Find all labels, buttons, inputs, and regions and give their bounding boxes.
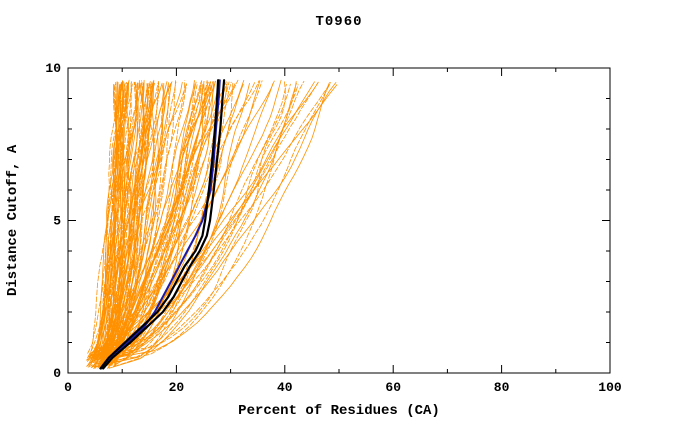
model-curve-orange (90, 81, 125, 361)
model-curve-orange (111, 82, 146, 357)
model-black-2 (102, 79, 226, 370)
model-curve-orange (108, 82, 128, 356)
model-curve-orange (97, 82, 156, 356)
x-tick-label: 40 (277, 380, 293, 395)
x-tick-label: 80 (494, 380, 510, 395)
model-curve-orange (86, 81, 205, 361)
model-curve-orange (104, 82, 220, 356)
model-curve-orange (108, 82, 297, 369)
model-curve-orange (112, 83, 130, 354)
model-curve-orange (90, 82, 209, 364)
model-curve-orange (99, 80, 195, 359)
model-curve-orange (113, 81, 195, 364)
model-curve-orange (103, 82, 330, 361)
model-curve-orange (94, 82, 331, 368)
model-curve-orange (107, 82, 170, 359)
model-curve-orange (92, 83, 130, 359)
model-curve-orange (99, 81, 151, 361)
model-curve-orange (93, 83, 250, 367)
model-curve-orange (113, 84, 165, 367)
model-curve-orange (93, 81, 118, 357)
model-curve-orange (96, 80, 260, 354)
model-curve-orange (111, 81, 154, 367)
model-curve-orange (87, 81, 227, 368)
model-curve-orange (97, 83, 331, 356)
x-tick-label: 20 (169, 380, 185, 395)
model-curve-orange (107, 83, 291, 354)
model-curve-orange (114, 79, 202, 360)
model-curve-orange (91, 80, 140, 358)
x-tick-label: 100 (598, 380, 622, 395)
model-curve-orange (97, 82, 163, 369)
model-curve-orange (115, 82, 128, 354)
model-curve-orange (113, 83, 274, 366)
model-curve-orange (107, 84, 148, 369)
y-tick-label: 0 (53, 366, 61, 381)
model-curve-orange (107, 82, 172, 369)
y-tick-label: 10 (45, 61, 61, 76)
model-curve-orange (99, 82, 337, 364)
model-curve-orange (93, 81, 319, 356)
model-curve-orange (92, 82, 234, 364)
x-tick-label: 60 (385, 380, 401, 395)
x-tick-label: 0 (64, 380, 72, 395)
model-curve-orange (91, 84, 338, 356)
model-curve-orange (99, 80, 286, 357)
model-curve-orange (89, 84, 137, 358)
model-blue (100, 79, 221, 370)
chart-title: T0960 (315, 14, 363, 30)
model-curve-orange (106, 82, 138, 366)
model-curve-orange (90, 81, 213, 359)
model-curve-orange (106, 82, 122, 365)
model-curve-orange (95, 80, 186, 357)
y-tick-label: 5 (53, 214, 61, 229)
model-curve-orange (109, 80, 176, 360)
model-curve-orange (87, 82, 132, 362)
model-curve-orange (112, 84, 211, 354)
model-curve-orange (89, 82, 123, 358)
x-axis-label: Percent of Residues (CA) (238, 403, 440, 419)
model-black-1 (99, 79, 220, 370)
